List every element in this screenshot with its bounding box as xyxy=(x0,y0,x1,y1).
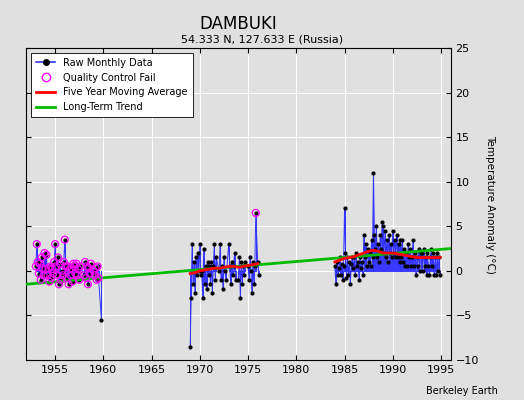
Point xyxy=(69,260,78,267)
Point xyxy=(36,260,44,267)
Point xyxy=(48,266,57,272)
Text: 54.333 N, 127.633 E (Russia): 54.333 N, 127.633 E (Russia) xyxy=(181,34,343,44)
Point xyxy=(45,278,53,285)
Point xyxy=(86,260,95,267)
Point xyxy=(44,265,52,271)
Point xyxy=(92,276,101,283)
Point xyxy=(52,263,60,270)
Point xyxy=(47,275,56,281)
Text: Berkeley Earth: Berkeley Earth xyxy=(426,386,498,396)
Point xyxy=(41,266,50,272)
Point xyxy=(43,272,51,278)
Point xyxy=(73,272,82,278)
Point xyxy=(75,276,83,283)
Point xyxy=(64,281,73,288)
Point xyxy=(34,259,42,265)
Point xyxy=(42,252,51,258)
Point xyxy=(49,270,58,277)
Point xyxy=(91,272,99,278)
Point xyxy=(58,268,66,274)
Point xyxy=(56,260,64,267)
Point xyxy=(92,265,100,271)
Point xyxy=(60,259,68,265)
Point xyxy=(59,272,67,278)
Point xyxy=(66,266,74,272)
Legend: Raw Monthly Data, Quality Control Fail, Five Year Moving Average, Long-Term Tren: Raw Monthly Data, Quality Control Fail, … xyxy=(31,53,192,117)
Point xyxy=(54,254,62,261)
Y-axis label: Temperature Anomaly (°C): Temperature Anomaly (°C) xyxy=(486,134,496,274)
Point xyxy=(82,275,90,281)
Point xyxy=(51,241,59,247)
Point xyxy=(74,266,82,272)
Title: DAMBUKI: DAMBUKI xyxy=(200,14,277,32)
Point xyxy=(40,250,49,256)
Point xyxy=(39,272,48,278)
Point xyxy=(67,272,75,278)
Point xyxy=(61,236,69,243)
Point xyxy=(81,259,89,265)
Point xyxy=(93,263,102,270)
Point xyxy=(68,278,77,285)
Point xyxy=(57,276,65,283)
Point xyxy=(90,268,98,274)
Point xyxy=(80,272,88,278)
Point xyxy=(62,275,71,281)
Point xyxy=(84,281,92,288)
Point xyxy=(53,272,61,278)
Point xyxy=(85,270,94,277)
Point xyxy=(72,260,81,267)
Point xyxy=(35,270,43,277)
Point xyxy=(32,241,41,247)
Point xyxy=(85,265,93,271)
Point xyxy=(68,265,76,271)
Point xyxy=(71,270,80,277)
Point xyxy=(252,210,260,216)
Point xyxy=(61,263,70,270)
Point xyxy=(63,263,72,270)
Point xyxy=(37,276,45,283)
Point xyxy=(31,263,40,270)
Point xyxy=(94,275,103,281)
Point xyxy=(37,254,46,261)
Point xyxy=(55,281,63,288)
Point xyxy=(70,263,79,270)
Point xyxy=(83,263,91,270)
Point xyxy=(50,259,58,265)
Point xyxy=(46,263,54,270)
Point xyxy=(76,263,84,270)
Point xyxy=(38,265,47,271)
